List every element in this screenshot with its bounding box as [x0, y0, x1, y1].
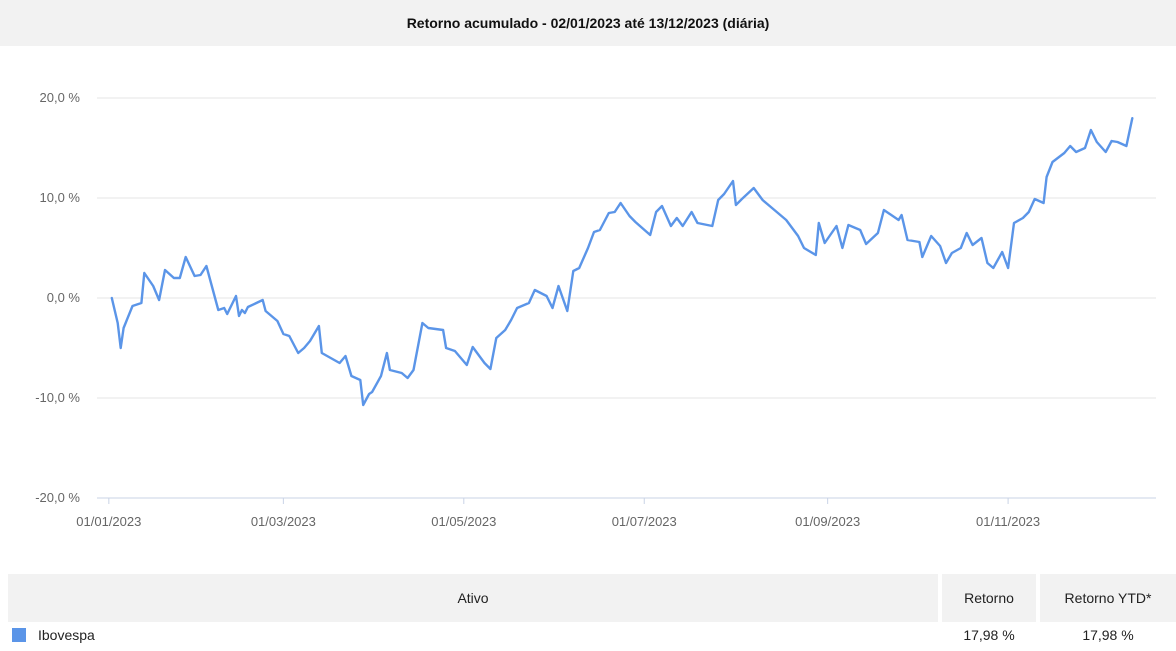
x-tick-label: 01/09/2023: [795, 514, 860, 529]
asset-cell: Ibovespa: [8, 627, 938, 643]
y-tick-label: 20,0 %: [40, 90, 81, 105]
table-header: Ativo Retorno Retorno YTD*: [8, 574, 1176, 622]
y-tick-label: 10,0 %: [40, 190, 81, 205]
chart-title: Retorno acumulado - 02/01/2023 até 13/12…: [0, 0, 1176, 46]
x-tick-label: 01/11/2023: [976, 514, 1040, 529]
x-tick-label: 01/05/2023: [431, 514, 496, 529]
x-tick-label: 01/01/2023: [76, 514, 141, 529]
returns-table: Ativo Retorno Retorno YTD* Ibovespa 17,9…: [8, 574, 1176, 648]
grid-lines: [97, 97, 1156, 499]
x-axis: 01/01/2023 01/03/2023 01/05/2023 01/07/2023…: [76, 498, 1040, 529]
series-line-ibovespa: [110, 117, 1134, 407]
header-return[interactable]: Retorno: [942, 574, 1036, 622]
header-asset[interactable]: Ativo: [8, 574, 938, 622]
x-tick-label: 01/03/2023: [251, 514, 316, 529]
series-color-swatch: [12, 628, 26, 642]
y-axis-ticks: 20,0 % 10,0 % 0,0 % -10,0 % -20,0 %: [35, 90, 80, 505]
y-tick-label: -20,0 %: [35, 490, 80, 505]
line-chart: 20,0 % 10,0 % 0,0 % -10,0 % -20,0 % 01/01/20…: [35, 90, 1156, 529]
table-row[interactable]: Ibovespa 17,98 % 17,98 %: [8, 622, 1176, 648]
asset-name: Ibovespa: [38, 627, 95, 643]
return-cell: 17,98 %: [963, 627, 1015, 643]
series-layer: [110, 117, 1134, 407]
x-tick-label: 01/07/2023: [612, 514, 677, 529]
y-tick-label: -10,0 %: [35, 390, 80, 405]
header-ytd[interactable]: Retorno YTD*: [1040, 574, 1176, 622]
ytd-cell: 17,98 %: [1082, 627, 1134, 643]
y-tick-label: 0,0 %: [47, 290, 81, 305]
